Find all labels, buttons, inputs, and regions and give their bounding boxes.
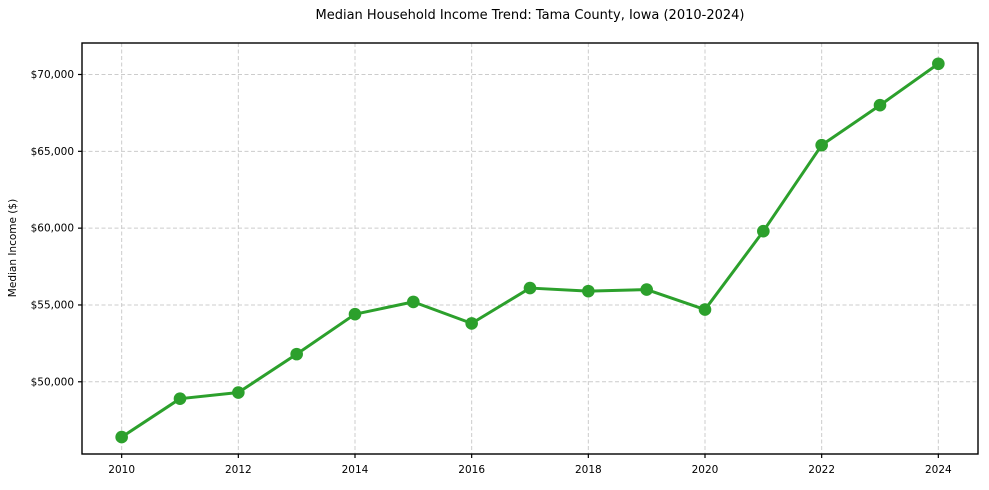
data-point <box>407 295 420 309</box>
data-point <box>465 317 478 330</box>
data-point <box>873 98 887 112</box>
x-tick-label: 2020 <box>692 464 719 476</box>
chart-title: Median Household Income Trend: Tama Coun… <box>315 8 745 23</box>
x-tick-label: 2024 <box>925 464 952 476</box>
data-point <box>640 283 653 296</box>
data-point <box>348 307 362 321</box>
x-tick-label: 2018 <box>575 464 602 476</box>
data-point <box>932 57 945 71</box>
data-point <box>290 347 303 361</box>
data-point <box>582 284 595 298</box>
x-tick-label: 2016 <box>458 464 485 476</box>
x-tick-label: 2010 <box>108 464 135 476</box>
data-point <box>523 281 537 295</box>
data-point <box>698 303 712 316</box>
axes-frame <box>81 42 979 455</box>
y-tick-label: $50,000 <box>31 376 74 388</box>
data-point <box>115 430 128 444</box>
y-tick-label: $70,000 <box>31 69 74 81</box>
data-point <box>757 224 770 238</box>
data-point <box>173 392 187 405</box>
y-axis-label: Median Income ($) <box>7 198 19 298</box>
y-tick-label: $60,000 <box>31 223 74 235</box>
data-point <box>232 386 245 399</box>
x-tick-label: 2012 <box>225 464 252 476</box>
x-tick-label: 2022 <box>808 464 835 476</box>
y-tick-label: $65,000 <box>31 146 74 158</box>
income-line-series <box>120 62 940 439</box>
data-point <box>815 138 828 152</box>
y-tick-label: $55,000 <box>31 299 74 311</box>
x-tick-label: 2014 <box>342 464 369 476</box>
